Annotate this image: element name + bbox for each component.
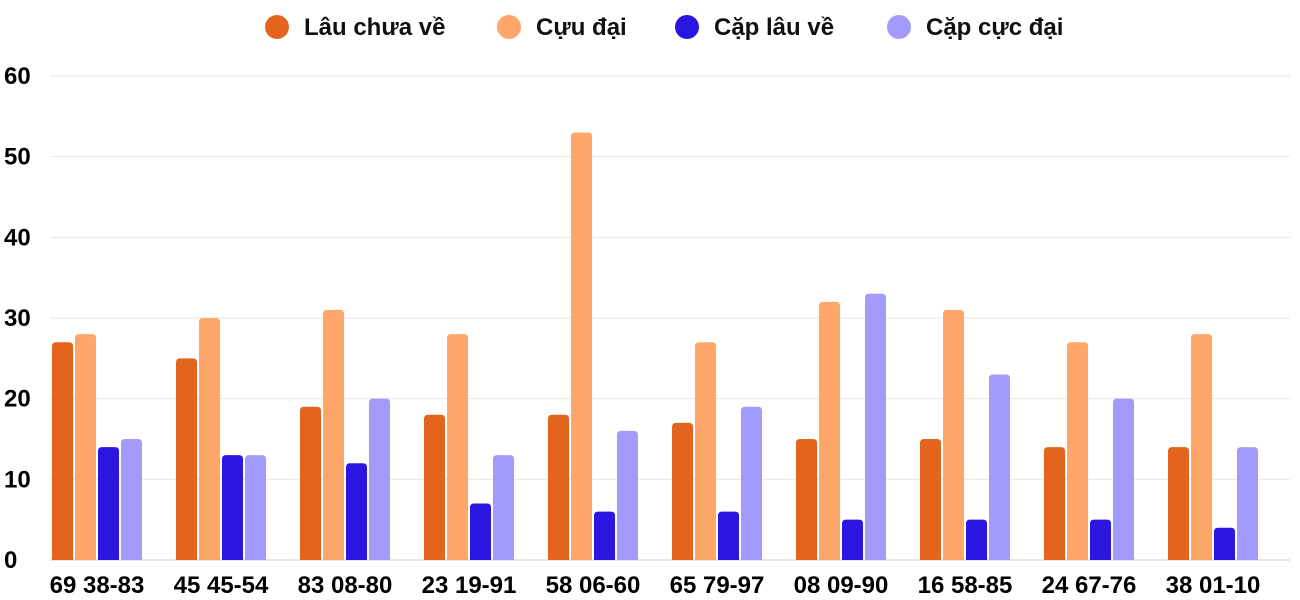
bar-lâu-chưa-về: [548, 414, 569, 560]
y-tick-label: 0: [4, 547, 17, 574]
bar-cựu-đại: [695, 342, 716, 560]
bar-cặp-lâu-về: [842, 519, 863, 560]
bar-lâu-chưa-về: [672, 422, 693, 560]
y-tick-label: 10: [4, 466, 31, 493]
legend: Lâu chưa về Cựu đại Cặp lâu về Cặp cực đại: [265, 14, 1063, 41]
bar-cặp-cực-đại: [617, 430, 638, 560]
bar-cặp-lâu-về: [1214, 527, 1235, 560]
bar-cặp-cực-đại: [1237, 447, 1258, 560]
legend-label: Lâu chưa về: [304, 14, 445, 41]
bar-cựu-đại: [75, 334, 96, 560]
y-tick-label: 60: [4, 63, 31, 90]
x-tick-label: 58 06-60: [546, 572, 641, 599]
legend-swatch: [497, 15, 521, 39]
bar-cựu-đại: [819, 301, 840, 560]
x-tick-label: 69 38-83: [50, 572, 145, 599]
legend-label: Cặp cực đại: [926, 14, 1063, 41]
y-tick-label: 50: [4, 144, 31, 171]
bar-lâu-chưa-về: [52, 342, 73, 560]
x-axis-ticks: 69 38-83 45 45-54 83 08-80 23 19-91 58 06-60…: [50, 572, 1261, 599]
bar-cựu-đại: [199, 318, 220, 560]
bar-cặp-lâu-về: [222, 455, 243, 560]
bar-lâu-chưa-về: [1044, 447, 1065, 560]
x-tick-label: 83 08-80: [298, 572, 393, 599]
legend-swatch: [887, 15, 911, 39]
y-tick-label: 40: [4, 224, 31, 251]
bar-cặp-cực-đại: [121, 439, 142, 560]
bar-cặp-cực-đại: [989, 374, 1010, 560]
x-tick-label: 45 45-54: [174, 572, 269, 599]
bar-cặp-cực-đại: [493, 455, 514, 560]
x-tick-label: 24 67-76: [1042, 572, 1137, 599]
y-axis-ticks: 0 10 20 30 40 50 60: [4, 63, 31, 574]
bar-lâu-chưa-về: [176, 358, 197, 560]
bar-cặp-lâu-về: [346, 463, 367, 560]
bar-cặp-cực-đại: [369, 398, 390, 560]
legend-label: Cặp lâu về: [714, 14, 834, 41]
x-tick-label: 23 19-91: [422, 572, 517, 599]
bar-cặp-cực-đại: [245, 455, 266, 560]
bar-cặp-cực-đại: [865, 293, 886, 560]
bar-cặp-lâu-về: [1090, 519, 1111, 560]
y-tick-label: 30: [4, 305, 31, 332]
bar-cặp-lâu-về: [98, 447, 119, 560]
bar-cựu-đại: [1191, 334, 1212, 560]
bar-lâu-chưa-về: [920, 439, 941, 560]
bar-cựu-đại: [571, 132, 592, 560]
y-tick-label: 20: [4, 386, 31, 413]
bar-cặp-cực-đại: [1113, 398, 1134, 560]
legend-swatch: [675, 15, 699, 39]
bar-lâu-chưa-về: [300, 406, 321, 560]
legend-label: Cựu đại: [536, 14, 627, 41]
bar-cặp-cực-đại: [741, 406, 762, 560]
x-tick-label: 65 79-97: [670, 572, 765, 599]
x-tick-label: 16 58-85: [918, 572, 1013, 599]
x-tick-label: 08 09-90: [794, 572, 889, 599]
bar-cặp-lâu-về: [966, 519, 987, 560]
bar-cựu-đại: [943, 309, 964, 560]
bar-cặp-lâu-về: [718, 511, 739, 560]
bar-lâu-chưa-về: [796, 439, 817, 560]
bar-lâu-chưa-về: [1168, 447, 1189, 560]
bar-lâu-chưa-về: [424, 414, 445, 560]
bars: [52, 132, 1258, 560]
bar-cặp-lâu-về: [470, 503, 491, 560]
bar-cựu-đại: [447, 334, 468, 560]
bar-cựu-đại: [1067, 342, 1088, 560]
x-tick-label: 38 01-10: [1166, 572, 1261, 599]
legend-swatch: [265, 15, 289, 39]
bar-cựu-đại: [323, 309, 344, 560]
bar-cặp-lâu-về: [594, 511, 615, 560]
